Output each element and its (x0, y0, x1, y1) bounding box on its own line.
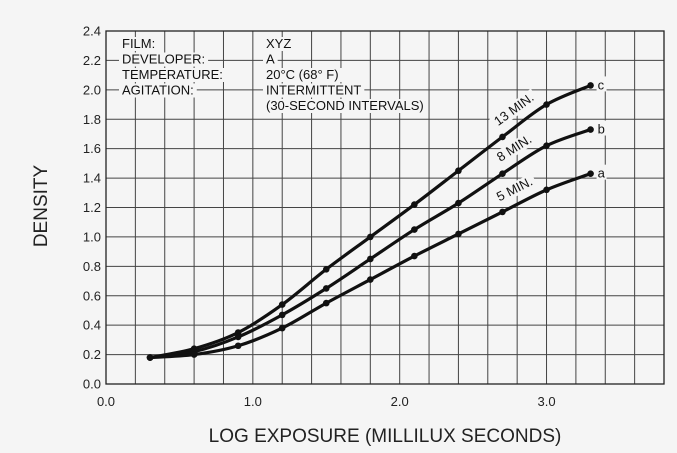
plot-frame (105, 30, 665, 385)
series-end-label: b (598, 122, 605, 137)
data-point (278, 311, 286, 319)
x-tick-label: 1.0 (244, 394, 262, 409)
info-label: FILM: (122, 36, 155, 51)
data-point (411, 201, 418, 208)
y-tick-label: 0.6 (83, 288, 101, 303)
y-tick-label: 1.6 (83, 141, 101, 156)
y-tick-label: 0.8 (83, 259, 101, 274)
series-name-group: 8 MIN. (491, 130, 537, 167)
info-label-background (119, 37, 159, 51)
end-label-background (596, 120, 607, 136)
y-tick-label: 2.0 (83, 82, 101, 97)
data-point (234, 342, 242, 350)
data-point (367, 233, 374, 241)
series-end-label: c (598, 77, 605, 92)
data-point (367, 276, 374, 283)
series-end-label: a (598, 166, 606, 181)
x-axis-title: LOG EXPOSURE (MILLILUX SECONDS) (209, 426, 562, 447)
data-point (455, 230, 462, 238)
x-tick-label: 0.0 (97, 394, 115, 409)
data-point (411, 226, 418, 233)
data-point (543, 142, 550, 150)
info-value-background (263, 37, 295, 51)
info-value-background (263, 52, 278, 67)
info-label-background (119, 83, 197, 98)
y-tick-label: 0.2 (83, 347, 101, 362)
info-value-background (263, 68, 342, 82)
y-tick-label: 1.8 (83, 112, 101, 127)
data-point (587, 82, 594, 89)
data-point (499, 170, 506, 177)
info-value: XYZ (266, 36, 291, 51)
info-value: (30-SECOND INTERVALS) (266, 98, 424, 113)
data-point (499, 133, 506, 141)
y-tick-label: 1.0 (83, 229, 101, 244)
data-point (322, 285, 330, 292)
axes: 0.0 0.2 0.4 0.6 0.8 1.0 1.2 1.4 1.6 1.8 2.0 2.2 2.4 0… (83, 24, 665, 409)
info-label-background (119, 52, 209, 67)
data-point (322, 299, 330, 307)
y-tick-label: 0.0 (83, 377, 101, 392)
data-point (587, 126, 594, 133)
data-point (278, 324, 286, 332)
end-label-background (596, 164, 607, 180)
data-point (146, 354, 154, 361)
info-value-background (263, 83, 365, 98)
info-label: TEMPERATURE: (122, 67, 223, 82)
y-tick-label: 2.4 (83, 24, 101, 39)
y-tick-label: 2.2 (83, 53, 101, 68)
y-axis-title: DENSITY (31, 165, 52, 248)
data-point (234, 333, 242, 341)
series-name-background (491, 173, 538, 206)
x-tick-label: 3.0 (537, 394, 555, 409)
data-point (543, 186, 550, 194)
series-name-background (489, 88, 540, 131)
data-point (543, 101, 550, 108)
info-label: AGITATION: (122, 83, 194, 98)
series-group (146, 82, 594, 361)
data-point (455, 167, 462, 175)
data-point (367, 255, 374, 263)
series-name-group: 13 MIN. (489, 88, 540, 131)
info-value-background (263, 99, 427, 113)
data-point (587, 170, 594, 177)
series-name-background (491, 130, 537, 167)
info-box: FILM: XYZ DEVELOPER: A TEMPERATURE: 20°C (68°… (119, 36, 427, 113)
y-tick-label: 1.4 (83, 171, 101, 186)
info-value: INTERMITTENT (266, 83, 361, 98)
data-point (499, 208, 506, 216)
y-tick-label: 1.2 (83, 200, 101, 215)
info-label-background (119, 68, 226, 82)
series-name-label: 13 MIN. (491, 90, 537, 129)
data-point (278, 301, 286, 308)
labels-group: c13 MIN.b8 MIN.a5 MIN. (489, 76, 607, 206)
data-point (455, 199, 462, 207)
x-tick-label: 2.0 (391, 394, 409, 409)
info-value: A (266, 52, 275, 67)
data-point (190, 351, 198, 358)
data-point (411, 252, 418, 260)
info-label: DEVELOPER: (122, 52, 205, 67)
end-label-background (596, 76, 607, 92)
info-value: 20°C (68° F) (266, 67, 339, 82)
data-point (322, 265, 330, 273)
y-tick-label: 0.4 (83, 318, 101, 333)
